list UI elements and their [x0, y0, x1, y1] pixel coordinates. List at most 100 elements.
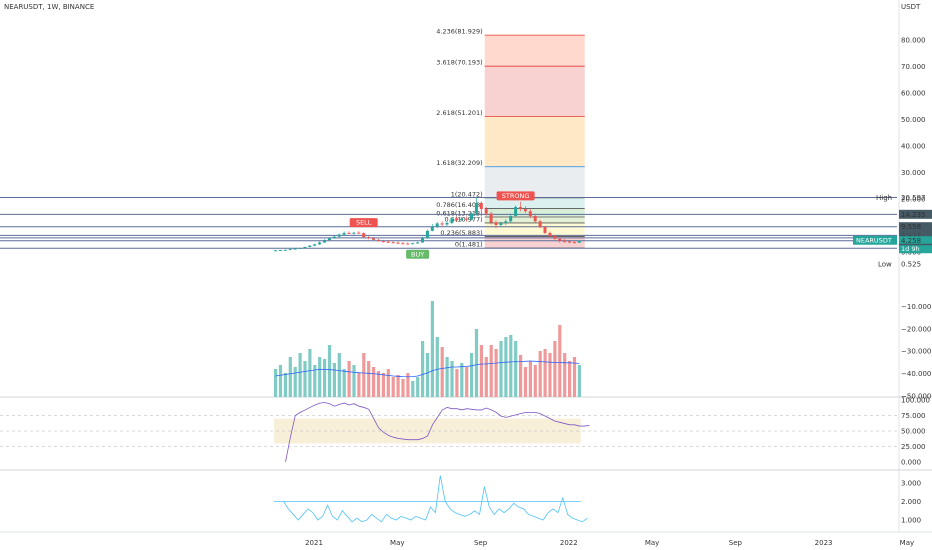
volume-bar [514, 341, 518, 397]
price-label: 14.235 [901, 211, 926, 219]
time-tick-label: Sep [729, 539, 743, 547]
signal-badge [349, 218, 378, 228]
candle [274, 250, 277, 252]
price-axis[interactable]: 80.000 70.000 60.000 50.000 40.000 30.000 20.0… [0, 0, 932, 532]
countdown-badge [899, 245, 932, 254]
candle [283, 249, 287, 251]
price-tick-label: 80.000 [901, 37, 926, 45]
volume-bar [533, 365, 537, 397]
fib-level-label: 1.618(32.209) [436, 159, 482, 167]
candle [416, 242, 420, 244]
volume-bar [308, 349, 312, 397]
candle [523, 209, 527, 212]
time-axis[interactable]: 2021MaySep2022MaySep2023MaySep2024May [0, 531, 932, 547]
volume-bar [416, 377, 420, 397]
price-axis-currency: USDT [901, 3, 921, 11]
price-label-badge [899, 209, 932, 219]
volume-bar [288, 357, 292, 397]
price-labels: 14.2359.5586.2955.3484.2581.431High20.59… [853, 194, 932, 269]
price-label: 9.558 [901, 223, 921, 231]
volume-bar [499, 341, 503, 397]
volume-bar [568, 361, 572, 397]
fib-level-label: 0.786(16.408) [436, 201, 482, 209]
volume-bar [406, 373, 410, 397]
signal-label: STRONG [502, 192, 530, 200]
volume-bar [391, 377, 395, 397]
candle [455, 218, 459, 221]
rsi-tick-label: 25.000 [901, 443, 926, 451]
fib-zone [484, 35, 585, 67]
candle [504, 221, 508, 224]
candle [367, 237, 371, 239]
volume-bar [313, 365, 317, 397]
volume-bar [445, 357, 449, 397]
candle [327, 238, 331, 241]
fib-level-label: 0(1.481) [455, 241, 483, 249]
candle [372, 238, 375, 240]
volume-bar [519, 355, 523, 397]
candle [489, 213, 493, 223]
high-value: 20.597 [901, 194, 926, 202]
time-tick-label: May [900, 539, 914, 547]
candle [318, 242, 322, 245]
volume-bar [494, 349, 498, 397]
volume-bar [489, 345, 493, 397]
volume-bar [548, 353, 552, 397]
volume-bar [455, 369, 459, 397]
time-tick-label: Sep [474, 539, 488, 547]
price-tick-label: 50.000 [901, 116, 926, 124]
candle [303, 246, 307, 249]
rsi-pane: 100.000 75.000 50.000 25.000 0.000 [0, 397, 930, 467]
price-tick-label: 20.000 [901, 196, 926, 204]
candle [401, 243, 405, 245]
volume-bar [509, 335, 513, 397]
candle [386, 241, 390, 243]
low-value: 0.525 [901, 261, 921, 269]
volume-ma-line [275, 360, 580, 378]
candle [548, 232, 552, 237]
signal-badge [406, 249, 430, 259]
candle [474, 203, 478, 214]
candle [553, 236, 557, 239]
candle [499, 223, 503, 225]
volume-bar [465, 367, 469, 397]
candle [519, 207, 522, 210]
candle [357, 232, 361, 234]
price-label: 4.258 [901, 237, 921, 245]
chart-title: NEARUSDT, 1W, BINANCE [4, 3, 94, 11]
candle [421, 238, 424, 243]
fib-zone [484, 208, 585, 218]
volume-bar [421, 341, 425, 397]
low-label: Low [878, 261, 892, 269]
candle [376, 239, 380, 242]
volume-bar [342, 369, 346, 397]
candle [347, 232, 351, 234]
volume-bar [274, 369, 278, 397]
volume-bar [386, 369, 390, 397]
horizontal-lines [0, 196, 897, 249]
volume-bar [318, 357, 322, 397]
volume-bar [563, 353, 567, 397]
candle [558, 238, 562, 241]
candle [479, 203, 483, 210]
price-tick-label: 40.000 [901, 143, 926, 151]
candle [411, 243, 415, 245]
volume-bar [278, 365, 283, 397]
volume-bar [362, 353, 366, 397]
fib-zone [484, 116, 585, 167]
oscillator-tick-label: 1.000 [901, 517, 921, 525]
price-tick-label: 60.000 [901, 90, 926, 98]
candle [278, 250, 282, 252]
volume-bar [352, 365, 356, 397]
oscillator-tick-label: 3.000 [901, 480, 921, 488]
volume-bar [435, 337, 439, 397]
volume-bar [425, 353, 430, 397]
fib-level-label: 2.618(51.201) [436, 109, 482, 117]
volume-bar [381, 373, 385, 397]
candle [332, 236, 336, 239]
volume-bar [411, 381, 415, 397]
volume-bar [523, 367, 528, 397]
volume-bar [376, 371, 381, 397]
volume-bar [450, 361, 454, 397]
